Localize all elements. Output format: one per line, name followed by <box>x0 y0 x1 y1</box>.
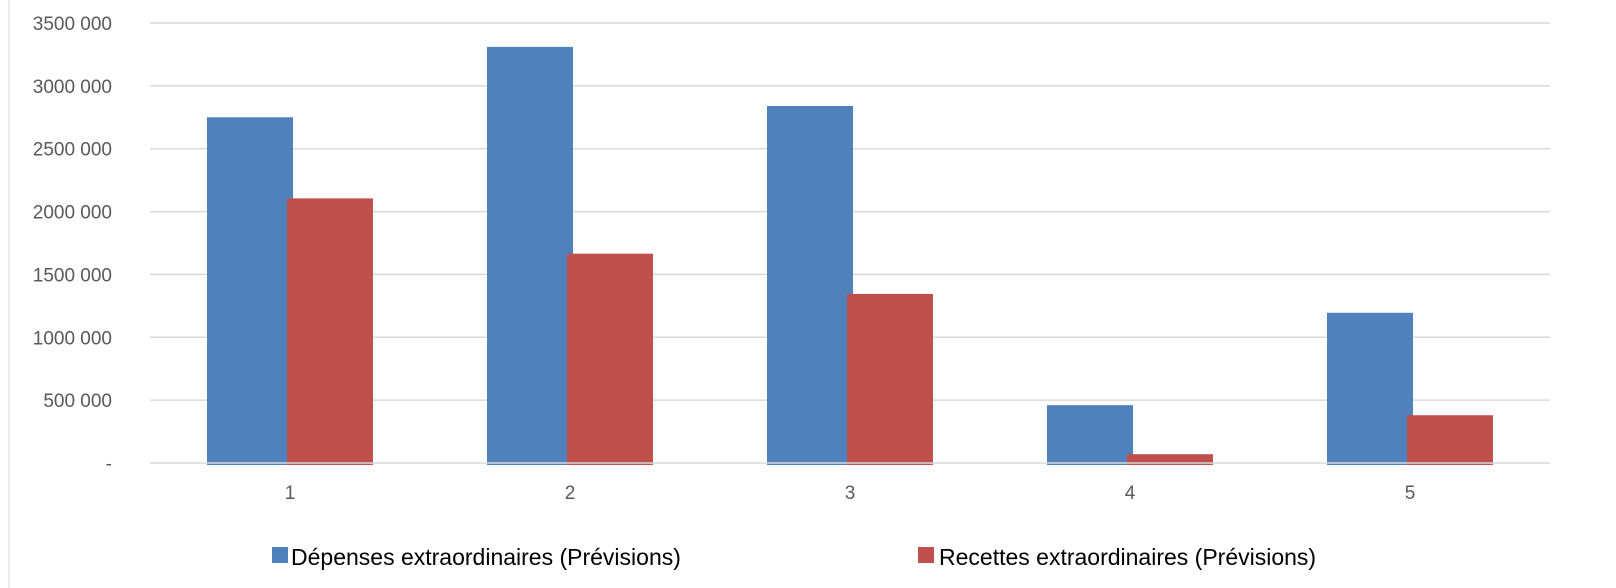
y-axis-tick-labels: - 500 000 1000 000 1500 000 2000 000 2500 000… <box>33 14 112 475</box>
y-tick-label: 1000 000 <box>33 328 112 349</box>
x-tick-label: 3 <box>845 483 856 504</box>
legend-swatch-series1 <box>272 547 288 563</box>
x-tick-label: 2 <box>565 483 576 504</box>
y-tick-label: 2500 000 <box>33 140 112 161</box>
bar-series2-cat3 <box>847 293 933 465</box>
y-tick-label: 3500 000 <box>33 14 112 35</box>
legend-swatch-series2 <box>918 547 934 563</box>
x-tick-label: 5 <box>1405 483 1416 504</box>
bar-series1-cat1 <box>207 117 293 466</box>
bar-series2-cat2 <box>567 253 653 465</box>
y-tick-label: 1500 000 <box>33 265 112 286</box>
legend-label-series2: Recettes extraordinaires (Prévisions) <box>939 544 1316 570</box>
x-tick-label: 4 <box>1125 483 1136 504</box>
bar-series2-cat1 <box>287 198 373 465</box>
bar-series1-cat4 <box>1047 405 1133 465</box>
y-tick-label: 500 000 <box>43 391 112 412</box>
y-tick-label: 2000 000 <box>33 203 112 224</box>
bars <box>207 46 1493 466</box>
legend-label-series1: Dépenses extraordinaires (Prévisions) <box>291 544 681 570</box>
bar-series1-cat2 <box>487 46 573 466</box>
bar-series2-cat4 <box>1127 454 1213 465</box>
bar-series1-cat5 <box>1327 312 1413 465</box>
x-axis-tick-labels: 1 2 3 4 5 <box>285 483 1416 504</box>
y-tick-label: - <box>106 454 112 475</box>
bar-series1-cat3 <box>767 105 853 465</box>
y-tick-label: 3000 000 <box>33 77 112 98</box>
bar-series2-cat5 <box>1407 415 1493 465</box>
x-tick-label: 1 <box>285 483 296 504</box>
legend: Dépenses extraordinaires (Prévisions) Rec… <box>272 544 1316 570</box>
